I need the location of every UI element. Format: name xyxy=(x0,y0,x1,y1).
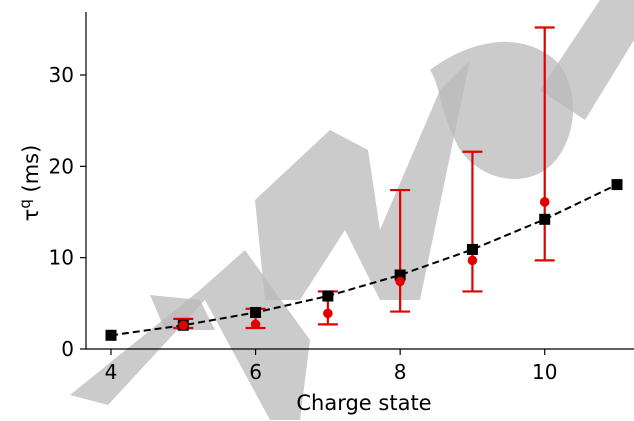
red-circle-point xyxy=(539,197,550,207)
x-tick-label: 10 xyxy=(532,360,557,384)
watermark xyxy=(70,0,634,420)
black-square-point xyxy=(394,269,406,281)
red-circle-point xyxy=(250,319,261,330)
y-tick-label: 10 xyxy=(49,246,74,270)
black-square-point xyxy=(250,306,262,318)
red-circle-point xyxy=(323,308,333,319)
black-square-point xyxy=(466,243,478,255)
black-square-point xyxy=(322,290,334,302)
y-tick-label: 30 xyxy=(49,63,74,87)
axes-frame xyxy=(85,12,634,350)
y-tick-label: 0 xyxy=(61,337,74,361)
black-square-point xyxy=(539,213,551,225)
y-axis-label: τq (ms) xyxy=(16,145,43,222)
black-square-point xyxy=(611,179,623,191)
x-tick-label: 4 xyxy=(105,360,118,384)
black-square-point xyxy=(105,329,117,341)
x-tick-label: 6 xyxy=(249,360,262,384)
series-layer xyxy=(105,26,623,341)
plot-area xyxy=(105,26,623,341)
y-tick-label: 20 xyxy=(49,154,74,178)
red-circle-point xyxy=(467,255,478,266)
y-ticks: 0 10 20 30 xyxy=(49,63,86,361)
x-tick-label: 8 xyxy=(394,360,407,384)
red-circle-point xyxy=(395,276,405,287)
red-circle-point xyxy=(178,320,189,331)
x-ticks: 4 6 8 10 xyxy=(105,349,557,384)
x-axis-label: Charge state xyxy=(296,391,431,415)
series-line xyxy=(110,183,618,337)
